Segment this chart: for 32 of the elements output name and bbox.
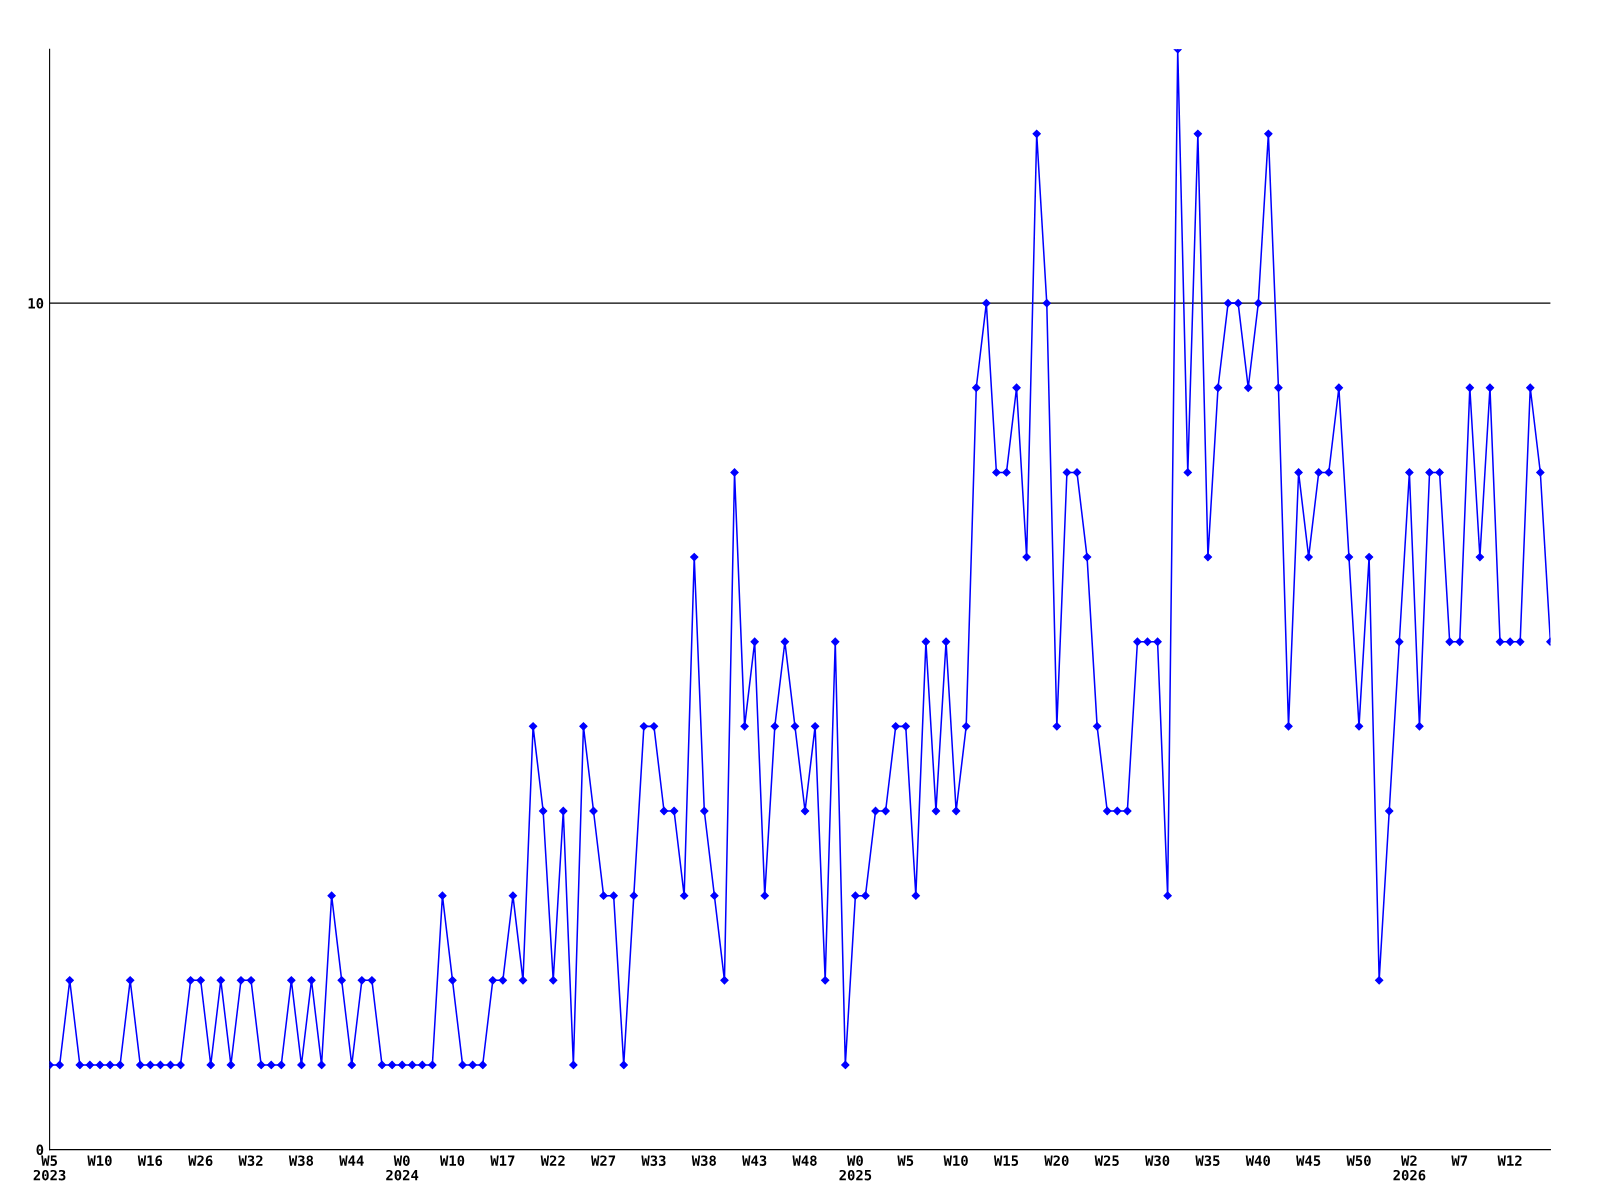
x-tick-label: W20 (1044, 1155, 1069, 1166)
x-tick-label: W10 (439, 1155, 465, 1166)
y-tick-label: 10 (28, 298, 44, 309)
x-tick-label: W22 (540, 1155, 565, 1166)
x-tick-label: W38 (288, 1155, 314, 1166)
x-tick-label: W12 (1497, 1155, 1522, 1166)
x-tick-label: W45 (1296, 1155, 1321, 1166)
x-tick-label: W10 (87, 1155, 112, 1166)
x-tick-label: W5 (897, 1155, 914, 1166)
x-tick-label: W43 (742, 1155, 767, 1166)
x-tick-label: W5 2023 (33, 1155, 66, 1181)
x-tick-label: W2 2026 (1393, 1155, 1426, 1181)
y-tick-label: 0 (36, 1144, 44, 1156)
x-tick-label: W40 (1245, 1155, 1271, 1166)
x-tick-label: W48 (792, 1155, 817, 1166)
x-tick-label: W35 (1195, 1155, 1220, 1166)
x-tick-label: W7 (1451, 1155, 1468, 1166)
x-tick-label: W0 2025 (839, 1155, 872, 1181)
x-tick-label: W10 (943, 1155, 968, 1166)
x-tick-label: W15 (993, 1155, 1019, 1166)
x-tick-label: W44 (339, 1155, 364, 1166)
x-tick-label: W30 (1145, 1155, 1170, 1166)
x-tick-label: W25 (1094, 1155, 1119, 1166)
x-tick-label: W32 (238, 1155, 263, 1166)
x-tick-label: W27 (591, 1155, 616, 1166)
x-tick-label: W0 2024 (386, 1155, 419, 1181)
x-tick-label: W26 (188, 1155, 213, 1166)
x-tick-label: W33 (641, 1155, 666, 1166)
x-tick-label: W17 (490, 1155, 515, 1166)
x-tick-label: W16 (137, 1155, 163, 1166)
x-tick-label: W50 (1346, 1155, 1371, 1166)
x-tick-label: W38 (691, 1155, 716, 1166)
